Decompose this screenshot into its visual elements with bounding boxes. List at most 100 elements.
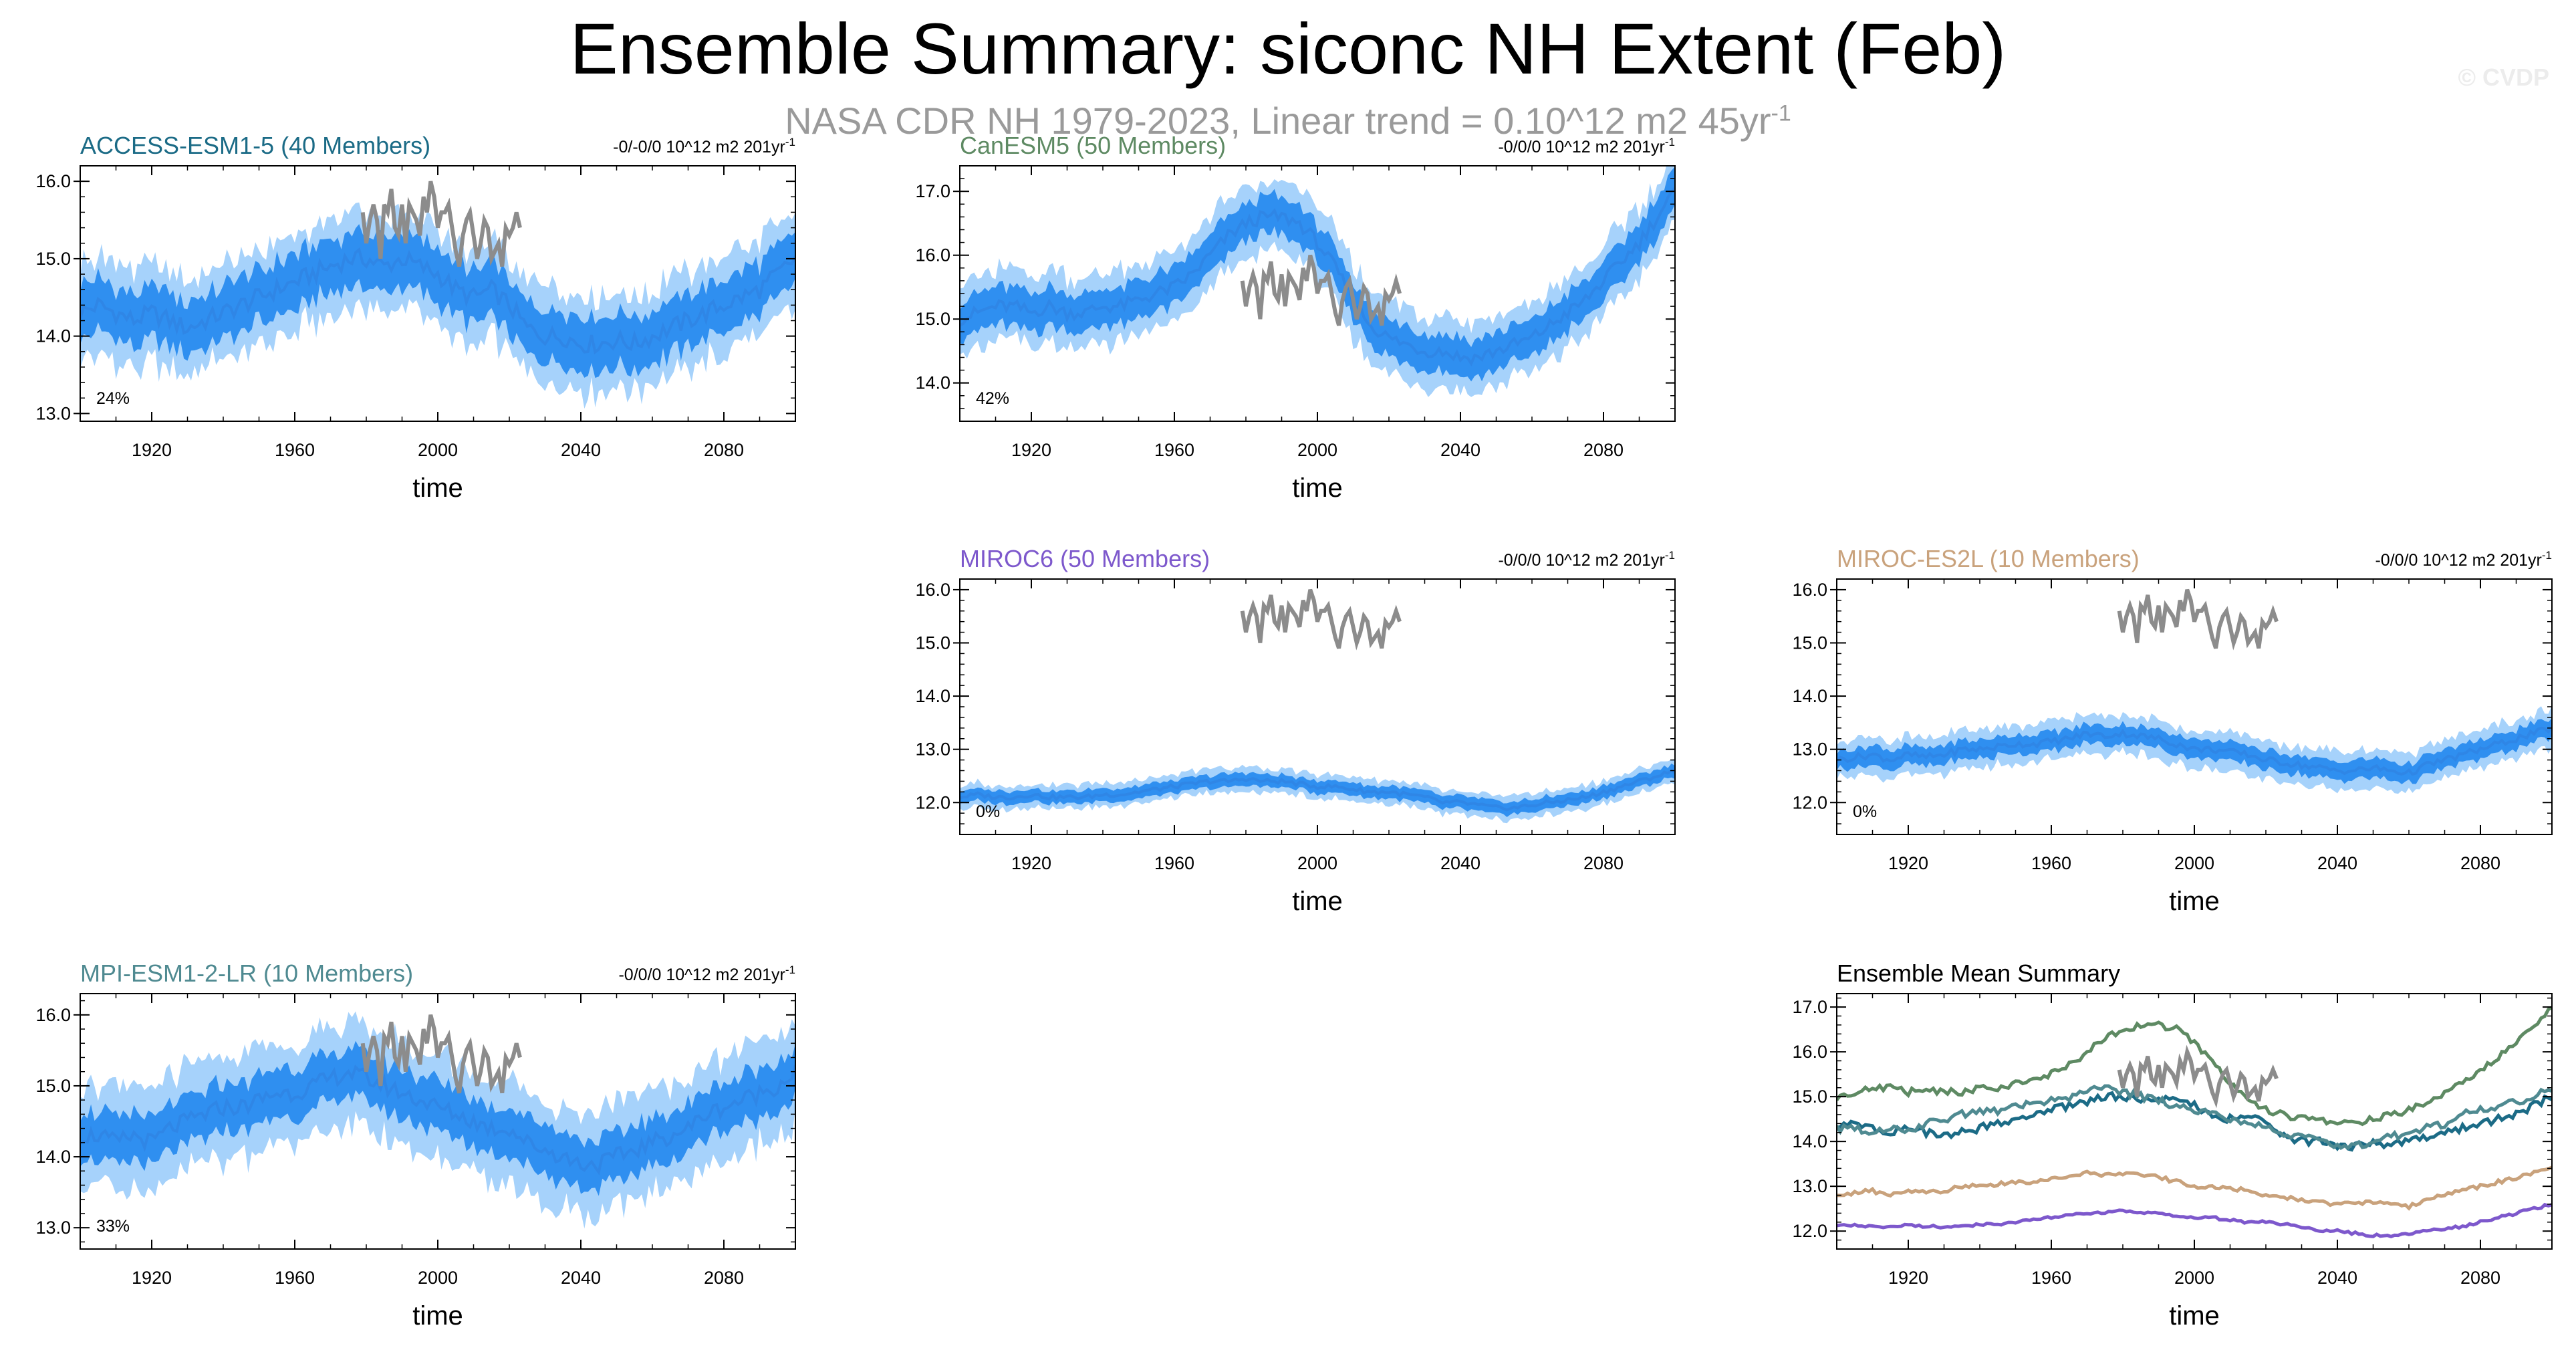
ytick-label: 14.0 — [1792, 1131, 1827, 1151]
trend-label: -0/0/0 10^12 m2 201yr-1 — [1498, 549, 1675, 570]
ensemble-inner-band — [960, 763, 1675, 817]
cvdp-watermark: © CVDP — [2458, 64, 2549, 91]
ytick-label: 15.0 — [915, 633, 950, 653]
observation-line — [1240, 254, 1402, 326]
trend-superscript: -1 — [785, 136, 795, 148]
panel-mpi: MPI-ESM1-2-LR (10 Members) -0/0/0 10^12 m… — [35, 959, 796, 1331]
trend-label: -0/0/0 10^12 m2 201yr-1 — [618, 964, 795, 984]
xtick-label: 2000 — [1297, 853, 1337, 873]
xtick-label: 2080 — [704, 1268, 744, 1288]
x-axis-label: time — [1292, 473, 1343, 503]
observations-subtitle: NASA CDR NH 1979-2023, Linear trend = 0.… — [0, 99, 2576, 142]
xtick-label: 2080 — [2460, 853, 2500, 873]
observation-line — [2117, 588, 2279, 651]
observation-line — [1240, 588, 1402, 651]
ytick-label: 16.0 — [915, 245, 950, 265]
panel-title: MPI-ESM1-2-LR (10 Members) — [80, 959, 413, 987]
data-layer — [1837, 1006, 2552, 1239]
observation-line — [360, 181, 522, 267]
xtick-label: 1920 — [132, 1268, 172, 1288]
xtick-label: 2080 — [2460, 1268, 2500, 1288]
ytick-label: 12.0 — [1792, 792, 1827, 812]
panel-title: MIROC6 (50 Members) — [960, 545, 1210, 572]
xtick-label: 2040 — [2317, 853, 2357, 873]
ytick-label: 15.0 — [1792, 633, 1827, 653]
trend-label: -0/-0/0 10^12 m2 201yr-1 — [613, 136, 795, 156]
x-axis-label: time — [2169, 887, 2220, 916]
main-title: Ensemble Summary: siconc NH Extent (Feb) — [569, 8, 2007, 89]
xtick-label: 1960 — [2031, 1268, 2071, 1288]
ytick-label: 14.0 — [915, 686, 950, 706]
ytick-label: 14.0 — [1792, 686, 1827, 706]
ytick-label: 14.0 — [915, 373, 950, 393]
ytick-label: 17.0 — [1792, 997, 1827, 1017]
ytick-label: 15.0 — [1792, 1087, 1827, 1107]
xtick-label: 1920 — [1888, 1268, 1928, 1288]
xtick-label: 1960 — [275, 440, 315, 460]
series-line-mpi — [1837, 1084, 2552, 1151]
series-line-access — [1837, 1091, 2552, 1152]
xtick-label: 2000 — [2174, 853, 2214, 873]
ytick-label: 15.0 — [35, 1076, 71, 1096]
ytick-label: 16.0 — [915, 580, 950, 600]
series-line-miroc6 — [1837, 1202, 2552, 1239]
trend-superscript: -1 — [1665, 136, 1675, 148]
xtick-label: 1960 — [1154, 853, 1194, 873]
ensemble-inner-band — [80, 1040, 795, 1196]
ytick-label: 13.0 — [1792, 1176, 1827, 1196]
ensemble-mean-line — [80, 1064, 795, 1175]
x-axis-label: time — [412, 473, 463, 503]
ensemble-mean-line — [960, 187, 1675, 367]
observations-subtitle-text: NASA CDR NH 1979-2023, Linear trend = 0.… — [785, 100, 1771, 142]
xtick-label: 2000 — [1297, 440, 1337, 460]
x-axis-label: time — [2169, 1301, 2220, 1331]
xtick-label: 2080 — [704, 440, 744, 460]
ytick-label: 16.0 — [1792, 580, 1827, 600]
series-line-canesm — [1837, 1006, 2552, 1127]
ytick-label: 13.0 — [35, 1218, 71, 1238]
xtick-label: 1960 — [1154, 440, 1194, 460]
xtick-label: 1960 — [2031, 853, 2071, 873]
data-layer — [960, 588, 1675, 824]
xtick-label: 2040 — [1440, 853, 1480, 873]
data-layer — [80, 1011, 795, 1229]
percent-label: 24% — [96, 389, 130, 408]
observation-line — [360, 1014, 522, 1094]
ytick-label: 13.0 — [1792, 740, 1827, 760]
xtick-label: 2040 — [561, 440, 601, 460]
ytick-label: 16.0 — [35, 171, 71, 191]
xtick-label: 2040 — [2317, 1268, 2357, 1288]
ensemble-mean-line — [80, 247, 795, 355]
xtick-label: 2000 — [418, 1268, 458, 1288]
percent-label: 42% — [976, 389, 1009, 408]
panel-title: ACCESS-ESM1-5 (40 Members) — [80, 132, 430, 159]
xtick-label: 2080 — [1583, 440, 1624, 460]
ytick-label: 13.0 — [915, 740, 950, 760]
x-axis-label: time — [412, 1301, 463, 1331]
xtick-label: 2040 — [561, 1268, 601, 1288]
trend-superscript: -1 — [2542, 549, 2552, 562]
trend-superscript: -1 — [785, 964, 795, 976]
xtick-label: 1920 — [1011, 853, 1051, 873]
ensemble-mean-line — [1837, 725, 2552, 776]
ytick-label: 16.0 — [35, 1005, 71, 1025]
trend-superscript: -1 — [1665, 549, 1675, 562]
percent-label: 33% — [96, 1217, 130, 1236]
ytick-label: 12.0 — [915, 792, 950, 812]
xtick-label: 1920 — [1011, 440, 1051, 460]
ytick-label: 14.0 — [35, 1147, 71, 1167]
panel-mirocesl: MIROC-ES2L (10 Members) -0/0/0 10^12 m2 2… — [1792, 545, 2553, 916]
panel-access: ACCESS-ESM1-5 (40 Members) -0/-0/0 10^12 … — [35, 132, 796, 503]
trend-label: -0/0/0 10^12 m2 201yr-1 — [2375, 549, 2552, 570]
trend-label: -0/0/0 10^12 m2 201yr-1 — [1498, 136, 1675, 156]
xtick-label: 1920 — [1888, 853, 1928, 873]
ensemble-mean-line — [960, 768, 1675, 812]
ytick-label: 14.0 — [35, 326, 71, 346]
panel-title: CanESM5 (50 Members) — [960, 132, 1226, 159]
panel-title: Ensemble Mean Summary — [1837, 959, 2120, 987]
xtick-label: 1960 — [275, 1268, 315, 1288]
percent-label: 0% — [1853, 802, 1877, 821]
ytick-label: 16.0 — [1792, 1042, 1827, 1062]
panel-summary: Ensemble Mean Summary 12.0 13.0 14.0 15.0 16.… — [1792, 959, 2553, 1331]
